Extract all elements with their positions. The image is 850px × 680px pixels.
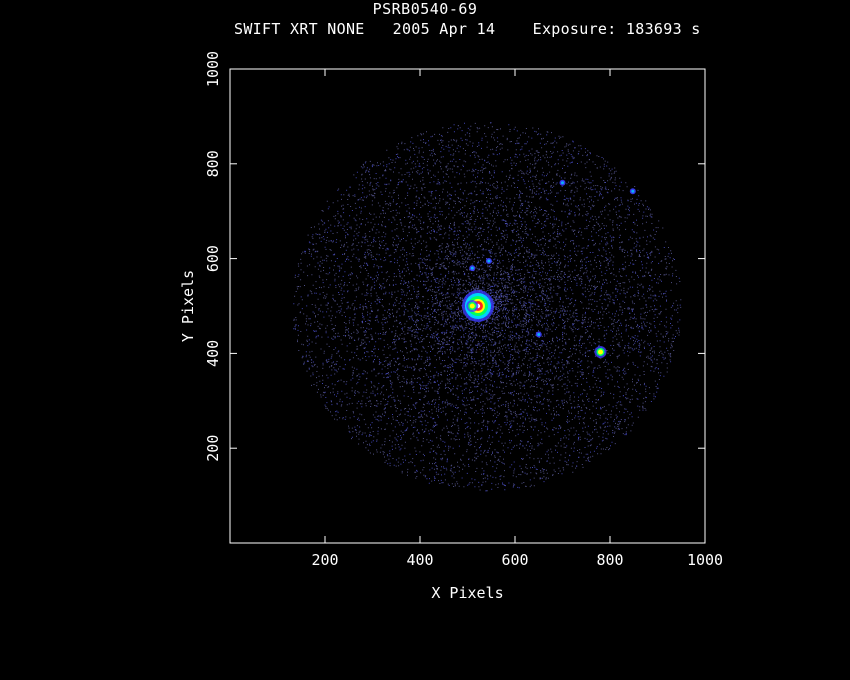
x-tick-label: 400 xyxy=(406,551,433,569)
y-tick-label: 600 xyxy=(204,245,222,272)
y-tick-label: 800 xyxy=(204,150,222,177)
y-axis: 200 400 600 800 1000 xyxy=(204,51,705,462)
x-tick-label: 200 xyxy=(311,551,338,569)
source-marker xyxy=(536,331,542,337)
source-marker xyxy=(486,258,492,264)
source-marker xyxy=(630,188,636,194)
x-tick-label: 1000 xyxy=(687,551,723,569)
source-marker xyxy=(469,265,475,271)
x-axis-label: X Pixels xyxy=(431,584,503,602)
x-tick-label: 800 xyxy=(596,551,623,569)
source-marker xyxy=(560,180,566,186)
y-tick-label: 1000 xyxy=(204,51,222,87)
y-tick-label: 200 xyxy=(204,435,222,462)
y-tick-label: 400 xyxy=(204,340,222,367)
x-axis: 200 400 600 800 1000 xyxy=(311,69,723,569)
source-marker xyxy=(466,300,478,312)
source-marker xyxy=(595,346,607,358)
y-axis-label: Y Pixels xyxy=(179,270,197,342)
x-tick-label: 600 xyxy=(501,551,528,569)
